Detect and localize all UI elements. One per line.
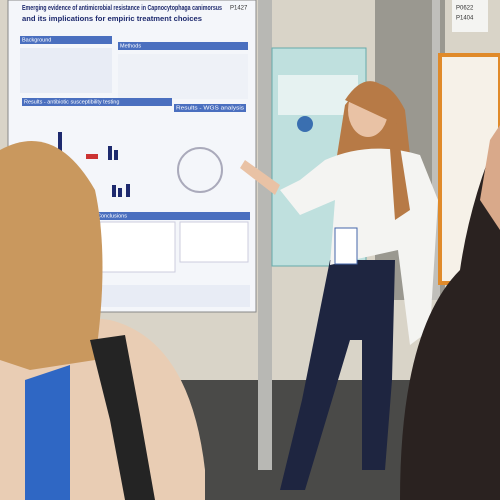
text-block — [20, 48, 112, 93]
poster-title: Emerging evidence of antimicrobial resis… — [22, 3, 222, 12]
chart-figure — [179, 221, 249, 263]
section-title: Background — [22, 37, 51, 43]
viewer — [400, 125, 500, 500]
section-header — [20, 36, 112, 44]
section-title: Conclusions — [97, 213, 127, 219]
section-header — [22, 98, 172, 106]
presenter — [240, 81, 438, 490]
section-title: Results - WGS analysis — [176, 105, 245, 111]
chart-figure — [99, 221, 176, 273]
badge — [334, 227, 358, 265]
footer — [100, 285, 250, 307]
section-header — [118, 42, 248, 50]
section-title: Results - antibiotic susceptibility test… — [24, 99, 119, 105]
bar-figure — [58, 132, 223, 197]
section-header — [95, 212, 250, 220]
poster-title: and its implications for empiric treatme… — [22, 14, 202, 23]
viewer — [0, 141, 205, 500]
section-header — [174, 104, 246, 112]
board-number: P1427 — [230, 6, 248, 12]
sign-number: P1404 — [456, 16, 474, 22]
section-title: Methods — [120, 43, 141, 49]
pole — [432, 0, 440, 300]
sign — [452, 0, 488, 32]
sign-number: P0622 — [456, 6, 474, 12]
map-figure — [118, 54, 248, 99]
pole — [258, 0, 272, 470]
pie-figure — [297, 116, 313, 132]
